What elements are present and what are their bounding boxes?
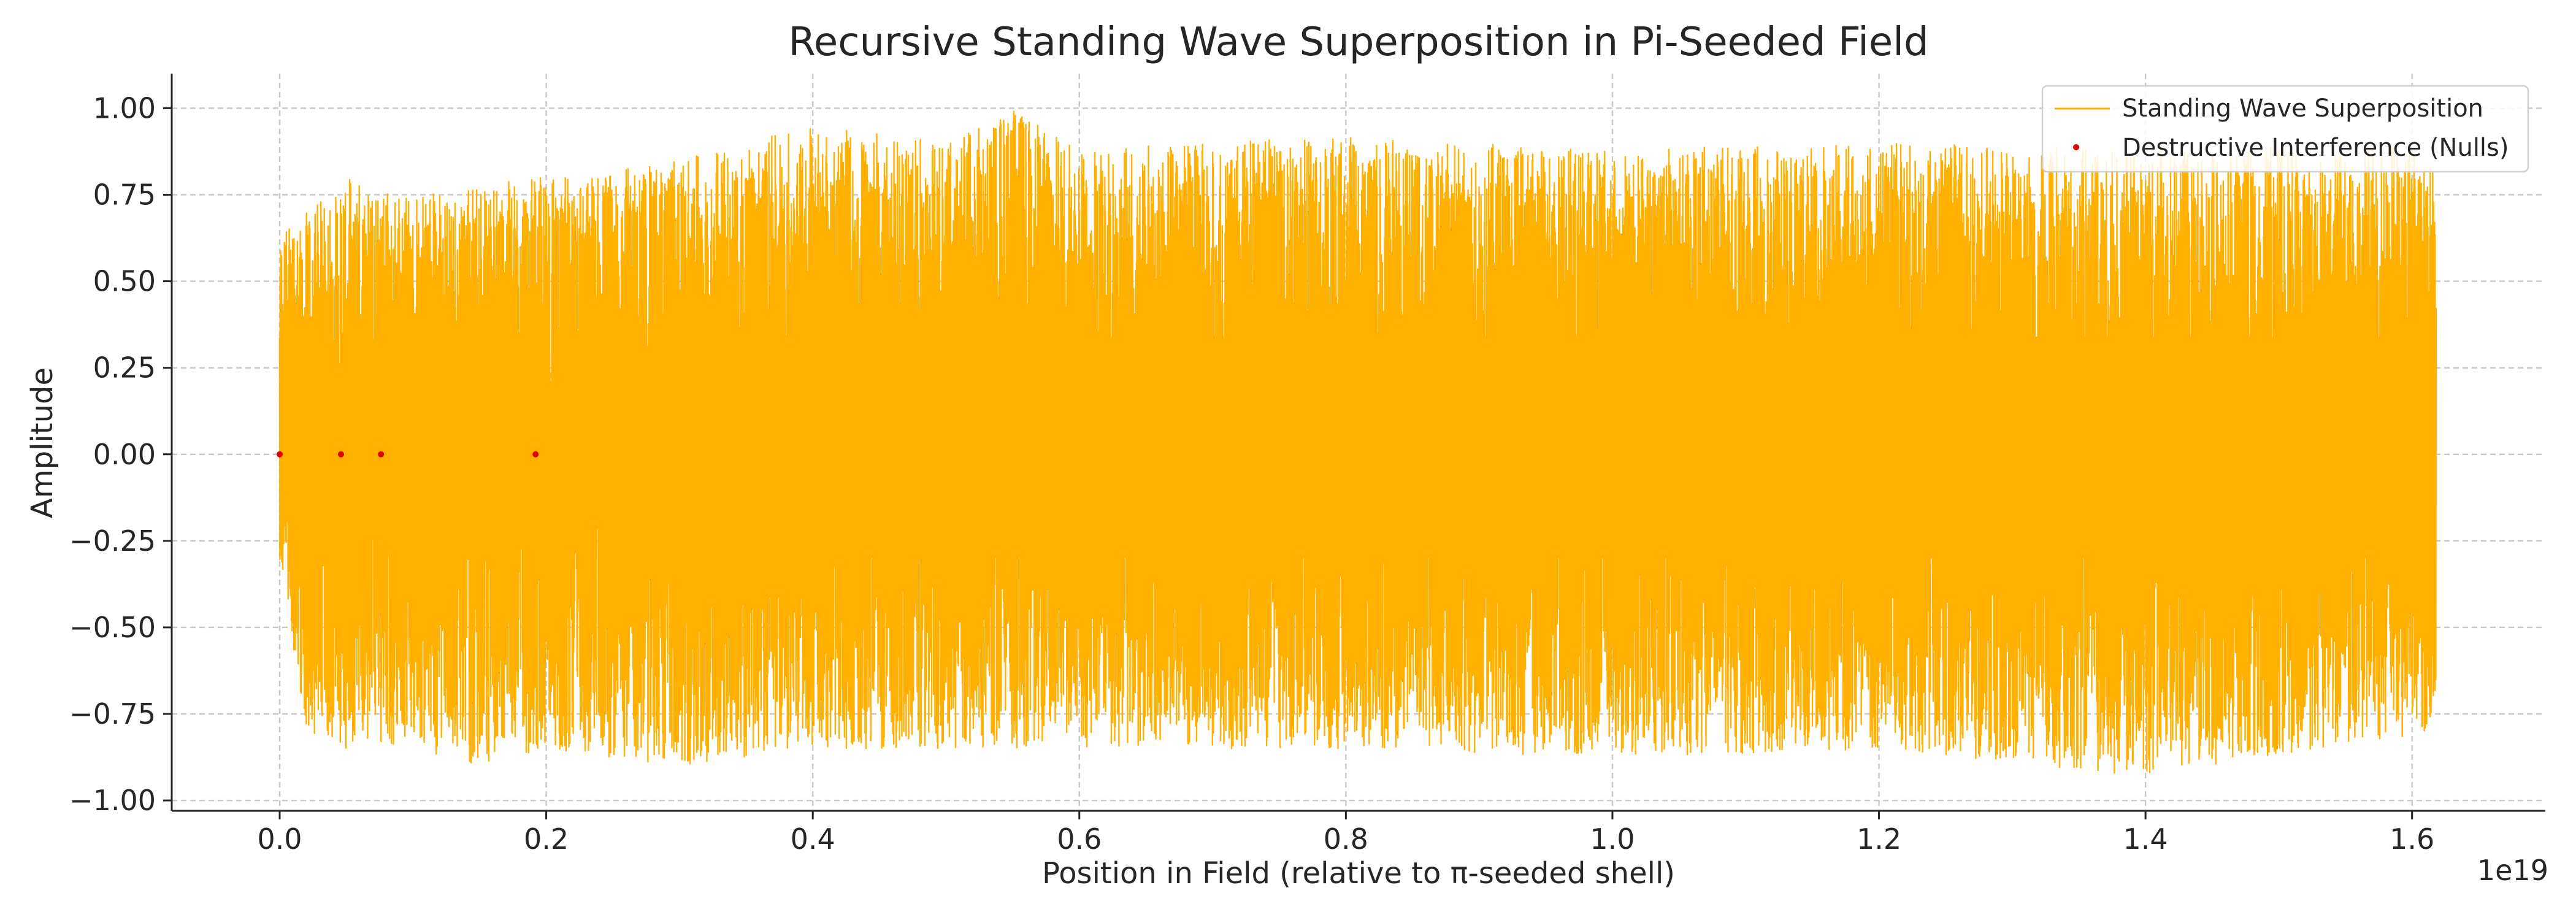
x-tick-label: 1.6 — [2390, 822, 2434, 856]
legend-dot-swatch — [2073, 144, 2079, 150]
null-point — [277, 451, 283, 458]
null-point — [378, 451, 385, 458]
nulls-series — [277, 451, 539, 458]
y-axis-ticks: 1.00 0.75 0.50 0.25 0.00 −0.25 −0.50 −0.75 −1.00 — [69, 91, 172, 817]
y-tick-label: 0.75 — [93, 178, 156, 212]
legend-box — [2041, 85, 2529, 173]
x-tick-label: 1.4 — [2123, 822, 2168, 856]
x-tick-label: 0.8 — [1324, 822, 1368, 856]
null-point — [532, 451, 539, 458]
x-tick-label: 0.0 — [257, 822, 302, 856]
x-tick-label: 0.6 — [1057, 822, 1102, 856]
x-axis-label: Position in Field (relative to π-seeded … — [1042, 856, 1675, 891]
y-tick-label: 0.00 — [93, 438, 156, 471]
legend: Standing Wave Superposition Destructive … — [2041, 85, 2529, 173]
y-tick-label: 1.00 — [93, 91, 156, 125]
standing-wave-line — [278, 110, 2437, 774]
x-tick-label: 0.4 — [791, 822, 835, 856]
y-tick-label: −0.50 — [69, 611, 156, 644]
standing-wave-series — [278, 110, 2437, 774]
x-tick-label: 1.0 — [1590, 822, 1635, 856]
y-tick-label: −0.75 — [69, 697, 156, 730]
y-tick-label: 0.50 — [93, 265, 156, 298]
x-tick-label: 1.2 — [1857, 822, 1901, 856]
legend-label-standing-wave: Standing Wave Superposition — [2122, 94, 2483, 123]
chart-title: Recursive Standing Wave Superposition in… — [788, 20, 1928, 65]
y-axis-label: Amplitude — [25, 367, 59, 518]
legend-label-nulls: Destructive Interference (Nulls) — [2122, 134, 2509, 162]
x-tick-label: 0.2 — [524, 822, 569, 856]
y-tick-label: 0.25 — [93, 351, 156, 385]
y-tick-label: −0.25 — [69, 524, 156, 558]
y-tick-label: −1.00 — [69, 784, 156, 817]
x-axis-offset-label: 1e19 — [2477, 854, 2548, 887]
null-point — [337, 451, 344, 458]
x-axis-ticks: 0.0 0.2 0.4 0.6 0.8 1.0 1.2 1.4 1.6 — [257, 811, 2434, 856]
